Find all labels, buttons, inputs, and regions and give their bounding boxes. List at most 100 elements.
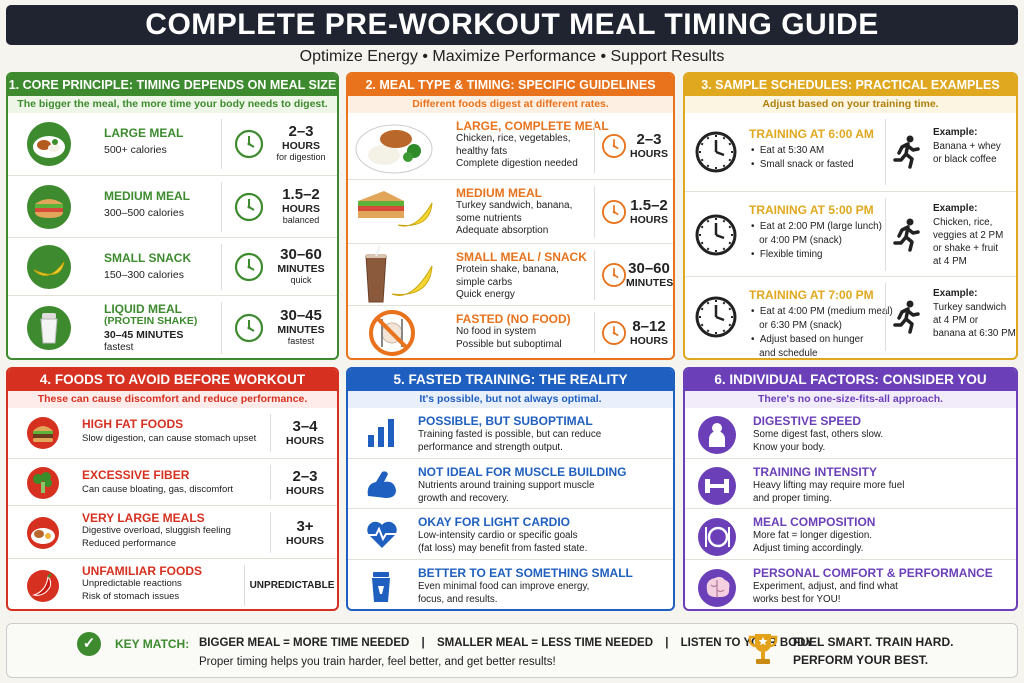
- schedule-bullet-text: Eat at 5:30 AM: [759, 145, 825, 156]
- meal-size-desc: 300–500 calories: [104, 207, 184, 219]
- schedule-bullet: • Flexible timing: [751, 249, 823, 260]
- runner-icon: [891, 218, 921, 252]
- meal-type-label: FASTED (NO FOOD): [456, 312, 571, 326]
- meal-type-label: SMALL MEAL / SNACK: [456, 250, 587, 264]
- factor-desc: and proper timing.: [753, 492, 832, 504]
- duration-note: quick: [290, 275, 312, 285]
- factor-desc: More fat = longer digestion.: [753, 530, 872, 541]
- meal-size-label: MEDIUM MEAL: [104, 189, 190, 203]
- duration-unit: HOURS: [282, 203, 320, 215]
- burger-icon: [26, 416, 60, 450]
- schedule-bullet: or 6:30 PM (snack): [751, 320, 842, 331]
- clock-icon: [234, 252, 264, 282]
- meal-type-desc: some nutrients: [456, 212, 522, 224]
- check-icon: ✓: [77, 632, 101, 656]
- example-text: Banana + whey: [933, 141, 1001, 152]
- trophy-icon: [747, 630, 779, 670]
- duration-note: fastest: [287, 336, 315, 346]
- meal-type-desc: Protein shake, banana,: [456, 264, 559, 275]
- meal-type-desc: Possible but suboptimal: [456, 338, 562, 350]
- example-text: Turkey sandwich: [933, 302, 1007, 313]
- flexed-arm-icon: [364, 466, 400, 500]
- chicken-plate-icon: [354, 117, 436, 175]
- factor-desc: Heavy lifting may require more fuel: [753, 480, 905, 491]
- duration-number: 8–12: [632, 317, 666, 335]
- example-text: Chicken, rice,: [933, 217, 993, 228]
- slogan-line-2: PERFORM YOUR BEST.: [793, 653, 929, 667]
- factor-label: PERSONAL COMFORT & PERFORMANCE: [753, 566, 993, 580]
- meal-type-duration: 1.5–2 HOURS: [626, 197, 672, 226]
- fasted-fact-desc: focus, and results.: [418, 593, 498, 605]
- divider: [244, 565, 245, 606]
- duration-number: 2–3: [292, 467, 318, 485]
- duration-unit: HOURS: [286, 484, 324, 497]
- meal-type-row: LARGE, COMPLETE MEAL Chicken, rice, veget…: [348, 113, 673, 179]
- clock-icon: [234, 313, 264, 343]
- plate-cutlery-icon: [697, 517, 737, 557]
- runner-icon: [891, 135, 921, 169]
- schedule-bullet-text: Eat at 4:00 PM (medium meal): [759, 306, 893, 317]
- meal-type-duration: 2–3 HOURS: [626, 131, 672, 160]
- sandwich-banana-icon: [354, 183, 436, 233]
- example-text: banana at 6:30 PM: [933, 328, 1016, 339]
- divider: [221, 119, 222, 169]
- schedule-row: TRAINING AT 6:00 AM • Eat at 5:30 AM • Sma…: [685, 113, 1016, 191]
- schedule-label: TRAINING AT 6:00 AM: [749, 127, 874, 141]
- meal-type-duration: 30–60 MINUTES: [626, 260, 673, 289]
- bar-chart-icon: [364, 415, 398, 449]
- fasted-fact-desc: Nutrients around training support muscle: [418, 480, 595, 491]
- meal-type-desc: Complete digestion needed: [456, 158, 578, 169]
- divider: [885, 119, 886, 185]
- factor-desc: Adjust timing accordingly.: [753, 542, 864, 554]
- schedule-label: TRAINING AT 7:00 PM: [749, 288, 874, 302]
- person-icon: [697, 415, 737, 455]
- meal-type-desc: Turkey sandwich, banana,: [456, 200, 573, 211]
- factor-desc: Experiment, adjust, and find what: [753, 581, 898, 592]
- slogan-line-1: FUEL SMART. TRAIN HARD.: [793, 635, 954, 649]
- factor-desc: Some digest fast, others slow.: [753, 429, 884, 440]
- shake-banana-icon: [354, 246, 436, 306]
- meal-size-duration: 2–3 HOURS for digestion: [270, 123, 332, 163]
- factor-label: MEAL COMPOSITION: [753, 515, 876, 529]
- broccoli-icon: [26, 466, 60, 500]
- panel-header: 1. CORE PRINCIPLE: TIMING DEPENDS ON MEA…: [8, 74, 337, 96]
- divider: [221, 302, 222, 354]
- example-label: Example:: [933, 127, 978, 138]
- example-text: or black coffee: [933, 154, 997, 165]
- duration-unit: MINUTES: [277, 324, 325, 336]
- duration-number: 3–4: [292, 418, 318, 435]
- avoid-duration: 3+ HOURS: [274, 518, 336, 547]
- example-label: Example:: [933, 288, 978, 299]
- schedule-bullet-text: or 4:00 PM (snack): [759, 235, 842, 246]
- avoid-food-row: VERY LARGE MEALS Digestive overload, slug…: [8, 505, 337, 558]
- meal-size-desc: 150–300 calories: [104, 269, 184, 281]
- schedule-bullet: • Adjust based on hunger: [751, 334, 864, 345]
- divider: [270, 512, 271, 553]
- panel-header: 5. FASTED TRAINING: THE REALITY: [348, 369, 673, 391]
- panel-individual-factors: 6. INDIVIDUAL FACTORS: CONSIDER YOU Ther…: [683, 367, 1018, 611]
- duration-unit: HOURS: [286, 435, 324, 447]
- meal-type-row: FASTED (NO FOOD) No food in system Possibl…: [348, 305, 673, 358]
- footer-note: Proper timing helps you train harder, fe…: [199, 656, 556, 668]
- meal-size-time: 30–45 MINUTES: [104, 329, 184, 341]
- schedule-bullet: • Eat at 5:30 AM: [751, 145, 825, 156]
- factor-row: TRAINING INTENSITY Heavy lifting may requ…: [685, 458, 1016, 508]
- panel-header: 3. SAMPLE SCHEDULES: PRACTICAL EXAMPLES: [685, 74, 1016, 96]
- meal-size-row: LIQUID MEAL (PROTEIN SHAKE) 30–45 MINUTES f…: [8, 295, 337, 358]
- meal-size-label: SMALL SNACK: [104, 251, 192, 265]
- panel-header: 2. MEAL TYPE & TIMING: SPECIFIC GUIDELIN…: [348, 74, 673, 96]
- schedule-bullet-text: and schedule: [759, 348, 818, 359]
- heartbeat-icon: [364, 517, 400, 551]
- duration-unit: HOURS: [630, 214, 668, 226]
- panel-core-principle: 1. CORE PRINCIPLE: TIMING DEPENDS ON MEA…: [6, 72, 339, 360]
- schedule-label: TRAINING AT 5:00 PM: [749, 203, 874, 217]
- panel-subtitle: Different foods digest at different rate…: [348, 96, 673, 113]
- duration-number: 30–60: [280, 246, 322, 263]
- schedule-bullet: • Eat at 4:00 PM (medium meal): [751, 306, 893, 317]
- factor-desc: Know your body.: [753, 441, 826, 453]
- key-match-rules: BIGGER MEAL = MORE TIME NEEDED | SMALLER…: [199, 637, 813, 649]
- avoid-food-label: UNFAMILIAR FOODS: [82, 564, 202, 578]
- schedule-bullet: and schedule: [751, 348, 818, 359]
- avoid-duration: 3–4 HOURS: [274, 418, 336, 447]
- example-label: Example:: [933, 203, 978, 214]
